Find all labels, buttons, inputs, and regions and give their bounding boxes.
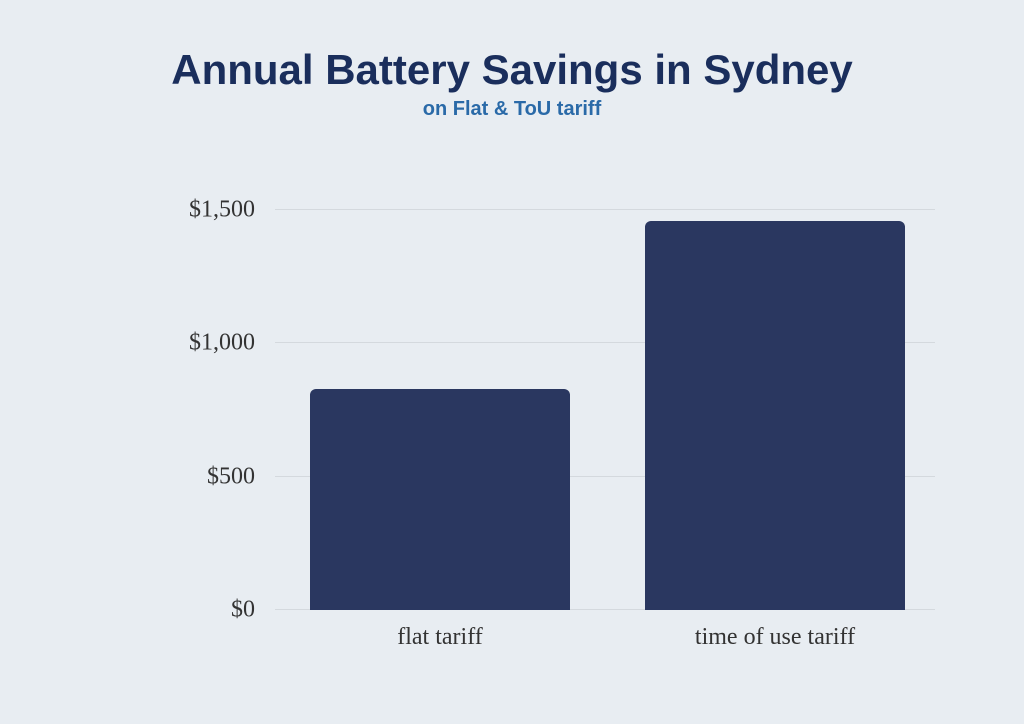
y-axis-label: $1,500 xyxy=(115,197,255,224)
y-axis-label: $1,000 xyxy=(115,330,255,357)
gridline xyxy=(275,209,935,210)
x-axis-label: flat tariff xyxy=(310,624,570,651)
chart-header: Annual Battery Savings in Sydney on Flat… xyxy=(0,0,1024,121)
y-axis-label: $500 xyxy=(115,463,255,490)
bar-flat-tariff xyxy=(310,389,570,610)
bar-tou-tariff xyxy=(645,221,905,610)
chart-title: Annual Battery Savings in Sydney xyxy=(0,46,1024,94)
y-axis-label: $0 xyxy=(115,597,255,624)
chart-plot-area: $0 $500 $1,000 $1,500 flat tariff time o… xyxy=(275,210,935,610)
chart-subtitle: on Flat & ToU tariff xyxy=(0,98,1024,121)
x-axis-label: time of use tariff xyxy=(645,624,905,651)
